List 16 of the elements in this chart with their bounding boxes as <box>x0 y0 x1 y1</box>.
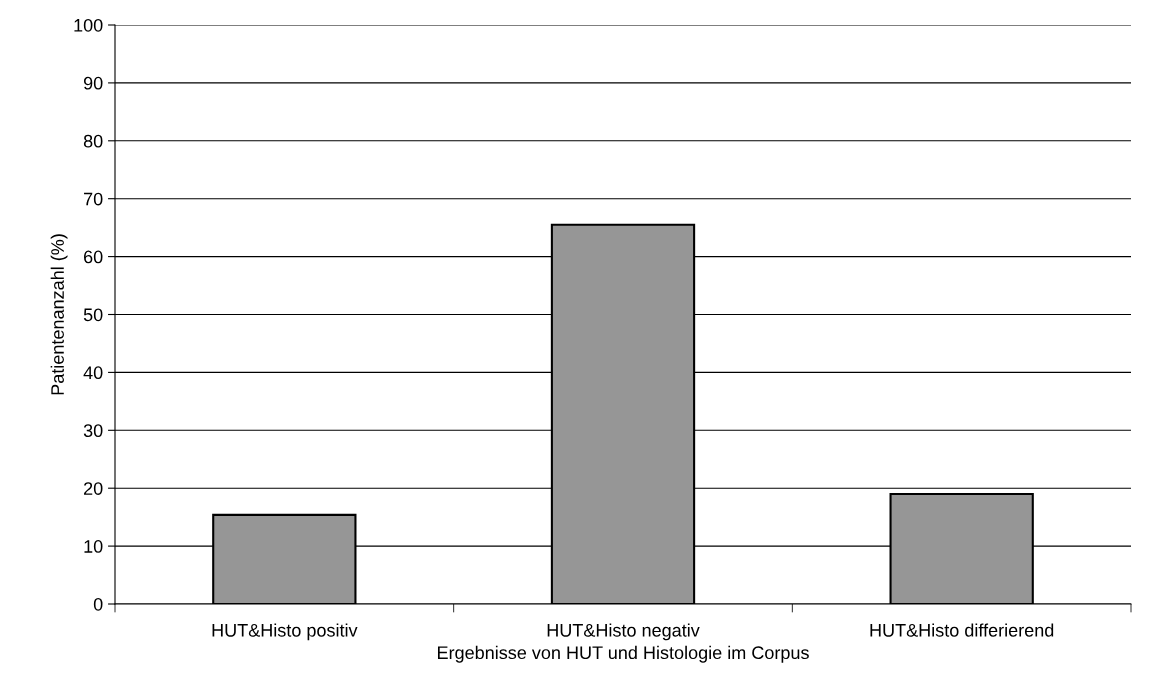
x-tick-label: HUT&Histo positiv <box>212 623 358 641</box>
y-tick-label: 90 <box>83 76 103 90</box>
y-tick-label: 30 <box>83 424 103 438</box>
x-axis-title: Ergebnisse von HUT und Histologie im Corpus <box>437 645 809 663</box>
x-tick-label: HUT&Histo differierend <box>870 623 1054 637</box>
x-tick-label: HUT&Histo negativ <box>547 623 700 641</box>
y-tick-label: 100 <box>74 18 103 32</box>
y-tick-label: 70 <box>84 192 103 206</box>
y-axis-title: Patientenanzahl (%) <box>50 234 68 395</box>
y-tick-label: 80 <box>83 134 103 148</box>
y-tick-label: 0 <box>93 597 103 611</box>
y-tick-label: 10 <box>84 540 103 553</box>
y-tick-label: 40 <box>83 366 103 380</box>
y-tick-label: 20 <box>84 482 103 495</box>
y-tick-label: 50 <box>83 308 103 322</box>
y-tick-label: 60 <box>84 250 103 264</box>
